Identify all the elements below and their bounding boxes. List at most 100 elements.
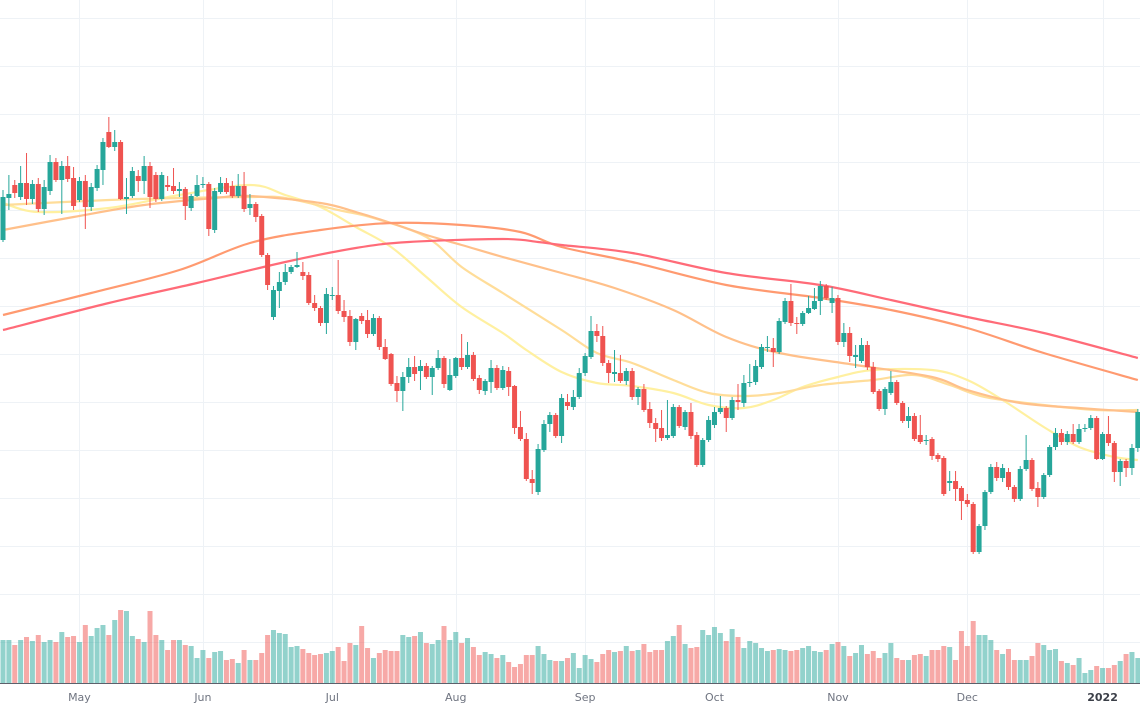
volume-bar: [153, 635, 159, 683]
candle: [235, 174, 241, 198]
volume-bar: [664, 641, 670, 683]
candle-body: [417, 366, 423, 371]
volume-bar: [1123, 654, 1129, 683]
volume-bar: [212, 652, 218, 683]
candle: [1041, 473, 1047, 499]
volume-bar: [788, 651, 794, 683]
x-tick-label: May: [68, 691, 91, 704]
candle-body: [1123, 461, 1129, 468]
candle-body: [47, 162, 53, 191]
x-axis[interactable]: May Jun Jul Aug Sep Oct Nov Dec 2022: [68, 691, 1118, 704]
candle: [1094, 416, 1100, 460]
candle: [12, 180, 18, 198]
volume-bar: [741, 648, 747, 683]
candle-body: [1105, 434, 1111, 443]
candle-body: [182, 189, 188, 206]
ma-longer-line: [2, 221, 1139, 382]
volume-bar: [1082, 673, 1088, 683]
candle: [688, 403, 694, 439]
candle: [417, 360, 423, 390]
volume-bar: [617, 651, 623, 683]
candle: [617, 355, 623, 383]
candle: [376, 316, 382, 350]
volume-bar: [858, 645, 864, 683]
volume-bar: [776, 649, 782, 683]
candle-body: [329, 295, 335, 296]
candle: [929, 437, 935, 460]
candle: [312, 295, 318, 311]
volume-bar: [270, 630, 276, 683]
candle-body: [335, 295, 341, 311]
candle: [1100, 432, 1106, 460]
candle-body: [1035, 488, 1041, 497]
candle: [182, 187, 188, 220]
volume-bar: [935, 650, 941, 683]
candle-body: [958, 488, 964, 501]
candle: [106, 117, 112, 148]
volume-bar: [958, 631, 964, 683]
candle-body: [1082, 428, 1088, 429]
candle-body: [612, 372, 618, 374]
volume-bar: [594, 662, 600, 683]
volume-bar: [517, 664, 523, 683]
candle-body: [817, 286, 823, 301]
volume-bar: [988, 640, 994, 683]
candle-body: [694, 435, 700, 465]
x-tick-label: Aug: [445, 691, 466, 704]
volume-bar: [65, 637, 71, 683]
volume-bar: [1000, 654, 1006, 683]
volume-bar: [376, 653, 382, 683]
volume-bar: [659, 650, 665, 683]
candle: [547, 412, 553, 432]
candle-body: [129, 171, 135, 196]
volume-bar: [847, 656, 853, 683]
volume-bar: [300, 649, 306, 683]
candle: [794, 317, 800, 334]
volume-bar: [1117, 661, 1123, 683]
candle-body: [1058, 433, 1064, 442]
candle: [841, 323, 847, 347]
candle-body: [388, 354, 394, 384]
volume-bar: [453, 632, 459, 683]
candle: [506, 367, 512, 396]
candles: [0, 117, 1140, 554]
candle: [759, 344, 765, 369]
candle-body: [829, 298, 835, 303]
candle-body: [923, 440, 929, 441]
volume-bar: [118, 610, 124, 683]
volume-bar: [941, 646, 947, 683]
volume-bar: [976, 635, 982, 683]
candle-body: [641, 389, 647, 410]
candle-body: [911, 416, 917, 439]
candle: [1082, 424, 1088, 432]
volume-bar: [500, 655, 506, 683]
volume-bar: [259, 653, 265, 683]
candle-body: [359, 316, 365, 321]
candle-body: [218, 183, 224, 192]
candle-body: [635, 389, 641, 397]
candle: [465, 342, 471, 369]
volume-bar: [612, 652, 618, 683]
candle: [188, 194, 194, 211]
candle-body: [206, 184, 212, 229]
candle: [306, 272, 312, 305]
candle: [535, 444, 541, 495]
candle-body: [235, 186, 241, 196]
volume-bar: [529, 655, 535, 683]
candle-body: [1129, 448, 1135, 468]
candle-body: [623, 371, 629, 381]
candle: [647, 402, 653, 428]
volume-bar: [541, 654, 547, 683]
candle-body: [588, 331, 594, 357]
candle-body: [282, 272, 288, 282]
candle-body: [323, 294, 329, 323]
candle-body: [647, 409, 653, 423]
volume-bar: [706, 635, 712, 683]
volume-bar: [1029, 656, 1035, 683]
candle-body: [353, 319, 359, 342]
candle: [470, 352, 476, 381]
volume-bar: [1070, 665, 1076, 683]
volume-bar: [282, 634, 288, 683]
volume-bar: [182, 645, 188, 683]
